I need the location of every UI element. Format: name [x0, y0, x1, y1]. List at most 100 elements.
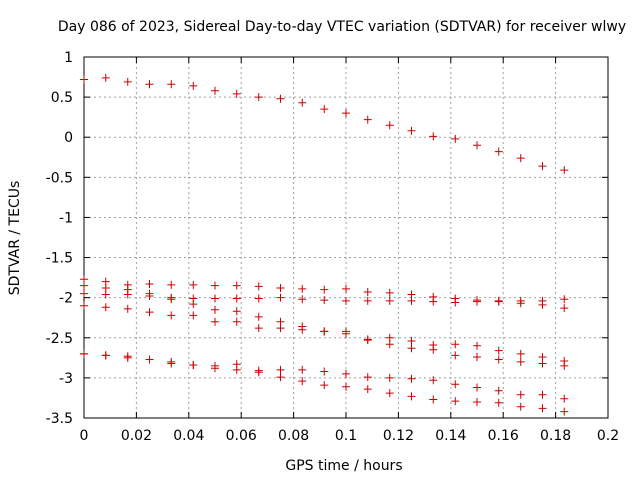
data-point-sat-5 [560, 357, 569, 366]
data-point-sat-5 [363, 335, 372, 344]
data-point-sat-1 [80, 75, 88, 84]
x-tick-label: 0.2 [597, 428, 619, 444]
data-point-sat-3 [232, 294, 241, 303]
data-point-sat-2 [320, 285, 329, 294]
data-point-sat-2 [342, 284, 350, 293]
data-point-sat-1 [276, 94, 285, 103]
data-point-sat-7 [516, 402, 525, 411]
chart-title: Day 086 of 2023, Sidereal Day-to-day VTE… [58, 19, 626, 35]
data-point-sat-1 [298, 98, 307, 107]
data-point-sat-7 [363, 385, 372, 394]
data-point-sat-6 [538, 390, 547, 399]
x-tick-label: 0.14 [435, 428, 466, 444]
data-point-sat-7 [473, 397, 481, 406]
data-point-sat-5 [254, 324, 263, 333]
data-point-sat-7 [167, 357, 176, 366]
data-point-sat-4 [232, 307, 241, 316]
data-point-sat-1 [385, 121, 394, 130]
data-point-sat-7 [254, 368, 263, 377]
x-tick-label: 0.04 [173, 428, 204, 444]
data-point-sat-7 [494, 398, 503, 407]
data-point-sat-1 [254, 93, 263, 102]
data-point-sat-3 [385, 296, 394, 305]
x-tick-label: 0.02 [121, 428, 152, 444]
data-point-sat-6 [342, 369, 350, 378]
data-point-sat-5 [189, 311, 198, 320]
data-point-sat-7 [298, 377, 307, 386]
data-point-sat-5 [473, 341, 481, 350]
data-point-sat-4 [407, 344, 416, 353]
y-tick-label: -2 [59, 291, 73, 307]
data-point-sat-5 [123, 304, 132, 313]
data-point-sat-5 [167, 311, 176, 320]
data-point-sat-1 [123, 77, 132, 86]
data-point-sat-4 [123, 290, 132, 299]
axis-ticks [83, 56, 609, 419]
data-point-sat-7 [538, 404, 547, 413]
data-point-sat-6 [473, 383, 481, 392]
data-point-sat-7 [101, 351, 110, 360]
data-point-sat-2 [232, 281, 241, 290]
data-point-sat-6 [429, 376, 438, 385]
y-axis-label: SDTVAR / TECUs [7, 181, 23, 296]
data-point-sat-1 [232, 89, 241, 98]
data-point-sat-3 [429, 297, 438, 306]
data-point-sat-3 [320, 296, 329, 305]
data-point-sat-1 [320, 105, 329, 114]
data-point-sat-3 [494, 297, 503, 306]
data-point-sat-2 [298, 284, 307, 293]
data-point-sat-1 [189, 81, 198, 90]
data-point-sat-4 [101, 290, 110, 299]
data-point-sat-7 [232, 365, 241, 374]
data-point-sat-3 [363, 296, 372, 305]
data-point-sat-7 [407, 392, 416, 401]
data-point-sat-1 [101, 73, 110, 82]
data-point-sat-1 [211, 86, 219, 95]
data-point-sat-6 [276, 365, 285, 374]
data-point-sat-5 [407, 336, 416, 345]
data-point-sat-7 [429, 395, 438, 404]
data-point-sat-1 [363, 115, 372, 124]
data-point-sat-3 [538, 300, 547, 309]
data-point-sat-4 [254, 312, 263, 321]
x-tick-label: 0 [80, 428, 89, 444]
data-point-sat-2 [189, 280, 198, 289]
data-point-sat-2 [385, 288, 394, 297]
y-tick-label: -3.5 [46, 411, 73, 427]
data-point-sat-1 [516, 154, 525, 163]
data-point-sat-1 [560, 166, 569, 175]
data-point-sat-4 [516, 357, 525, 366]
data-point-sat-5 [385, 333, 394, 342]
data-point-sat-4 [145, 292, 154, 301]
data-point-sat-7 [80, 349, 88, 358]
y-tick-label: -2.5 [46, 331, 73, 347]
data-point-sat-2 [211, 281, 219, 290]
data-point-sat-5 [320, 327, 329, 336]
data-point-sat-7 [451, 397, 460, 406]
y-tick-label: -0.5 [46, 170, 73, 186]
data-point-sat-3 [211, 294, 219, 303]
data-point-sat-5 [80, 301, 88, 310]
data-point-sat-2 [254, 282, 263, 291]
data-point-sat-3 [80, 281, 88, 290]
data-point-sat-7 [276, 373, 285, 382]
data-point-sat-5 [298, 325, 307, 334]
data-point-sat-7 [342, 382, 350, 391]
data-point-sat-4 [451, 351, 460, 360]
data-point-sat-2 [560, 295, 569, 304]
data-point-sat-7 [211, 364, 219, 373]
data-point-sat-5 [451, 340, 460, 349]
data-point-sat-1 [429, 132, 438, 141]
y-axis-tick-labels: 1 0.5 0 -0.5 -1 -1.5 -2 -2.5 -3 -3.5 [46, 50, 73, 427]
y-tick-label: -3 [59, 371, 73, 387]
x-tick-label: 0.06 [226, 428, 257, 444]
data-point-sat-3 [276, 293, 285, 302]
data-point-sat-4 [494, 355, 503, 364]
data-point-sat-1 [407, 126, 416, 135]
data-point-sat-3 [473, 297, 481, 306]
data-point-sat-2 [363, 288, 372, 297]
data-point-sat-1 [342, 109, 350, 118]
data-point-sat-4 [211, 305, 219, 314]
data-point-sat-6 [385, 373, 394, 382]
